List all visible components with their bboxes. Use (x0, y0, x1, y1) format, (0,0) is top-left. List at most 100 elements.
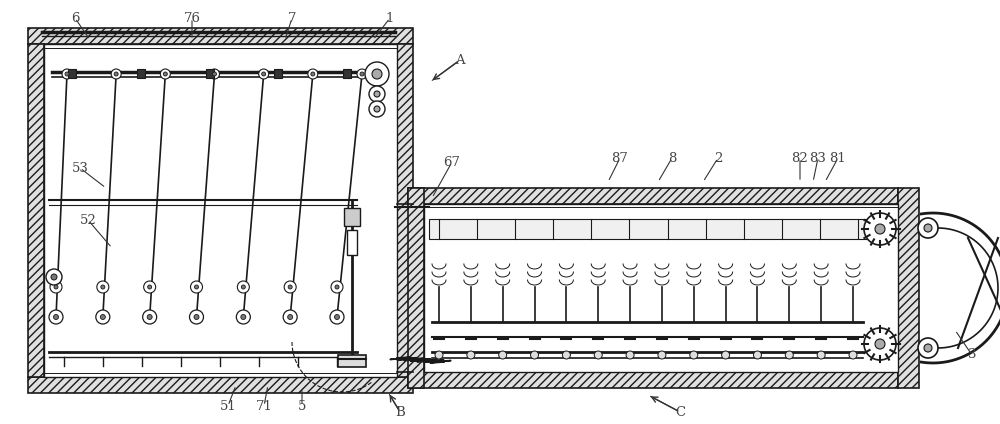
Bar (137, 69, 145, 78)
Bar (429, 219, 873, 239)
Bar (68, 69, 76, 78)
Circle shape (357, 69, 367, 79)
Circle shape (62, 69, 72, 79)
Text: 8: 8 (668, 151, 676, 165)
Circle shape (369, 101, 385, 117)
Circle shape (194, 315, 199, 320)
Circle shape (311, 72, 315, 76)
Text: 87: 87 (612, 151, 628, 165)
Circle shape (785, 351, 793, 359)
Circle shape (562, 351, 570, 359)
Bar (408, 188, 898, 204)
Circle shape (283, 310, 297, 324)
Text: 7: 7 (288, 11, 296, 25)
Circle shape (212, 72, 216, 76)
Bar (408, 372, 898, 388)
Circle shape (97, 281, 109, 293)
Circle shape (369, 86, 385, 102)
Bar (424, 204, 898, 372)
Bar (898, 188, 919, 388)
Circle shape (817, 351, 825, 359)
Circle shape (594, 351, 602, 359)
Circle shape (335, 285, 339, 289)
Circle shape (365, 62, 389, 86)
Circle shape (284, 281, 296, 293)
Circle shape (160, 69, 170, 79)
Circle shape (259, 69, 269, 79)
Text: 5: 5 (298, 399, 306, 413)
Circle shape (372, 69, 382, 79)
Circle shape (374, 91, 380, 97)
Text: C: C (675, 405, 685, 418)
Bar (343, 69, 351, 78)
Circle shape (96, 310, 110, 324)
Circle shape (65, 72, 69, 76)
Circle shape (190, 310, 204, 324)
Circle shape (849, 351, 857, 359)
Circle shape (330, 310, 344, 324)
Bar (397, 44, 413, 377)
Circle shape (143, 310, 157, 324)
Circle shape (163, 72, 167, 76)
Circle shape (101, 285, 105, 289)
Circle shape (288, 285, 292, 289)
Circle shape (690, 351, 698, 359)
Text: 3: 3 (968, 349, 976, 362)
Text: 1: 1 (386, 11, 394, 25)
Circle shape (148, 285, 152, 289)
Circle shape (236, 310, 250, 324)
Bar (28, 377, 413, 393)
Circle shape (194, 285, 198, 289)
Circle shape (626, 351, 634, 359)
Circle shape (147, 315, 152, 320)
Text: 52: 52 (80, 214, 96, 226)
Bar (28, 44, 44, 377)
Circle shape (190, 281, 202, 293)
Circle shape (308, 69, 318, 79)
Bar (28, 28, 413, 44)
Circle shape (50, 281, 62, 293)
Text: 53: 53 (72, 162, 88, 175)
Text: A: A (455, 53, 465, 67)
Circle shape (435, 351, 443, 359)
Circle shape (241, 285, 245, 289)
Bar (347, 230, 357, 255)
Text: 2: 2 (714, 151, 722, 165)
Circle shape (210, 69, 220, 79)
Circle shape (918, 338, 938, 358)
Circle shape (334, 315, 340, 320)
Circle shape (875, 339, 885, 349)
Text: 82: 82 (792, 151, 808, 165)
Circle shape (51, 274, 57, 280)
Circle shape (237, 281, 249, 293)
Circle shape (49, 310, 63, 324)
Bar (206, 69, 214, 78)
Text: 71: 71 (256, 399, 272, 413)
Circle shape (864, 328, 896, 360)
Bar (344, 208, 360, 226)
Circle shape (753, 351, 761, 359)
Circle shape (360, 72, 364, 76)
Circle shape (918, 218, 938, 238)
Circle shape (924, 224, 932, 232)
Circle shape (531, 351, 539, 359)
Bar (338, 355, 366, 367)
Circle shape (499, 351, 507, 359)
Circle shape (924, 344, 932, 352)
Circle shape (875, 224, 885, 234)
Text: 83: 83 (810, 151, 826, 165)
Bar (274, 69, 282, 78)
Circle shape (374, 106, 380, 112)
Circle shape (54, 285, 58, 289)
Text: 51: 51 (220, 399, 236, 413)
Text: 76: 76 (184, 11, 200, 25)
Bar (408, 188, 424, 388)
Circle shape (144, 281, 156, 293)
Circle shape (114, 72, 118, 76)
Circle shape (331, 281, 343, 293)
Text: 81: 81 (830, 151, 846, 165)
Text: B: B (395, 405, 405, 418)
Circle shape (288, 315, 293, 320)
Circle shape (54, 315, 58, 320)
Circle shape (111, 69, 121, 79)
